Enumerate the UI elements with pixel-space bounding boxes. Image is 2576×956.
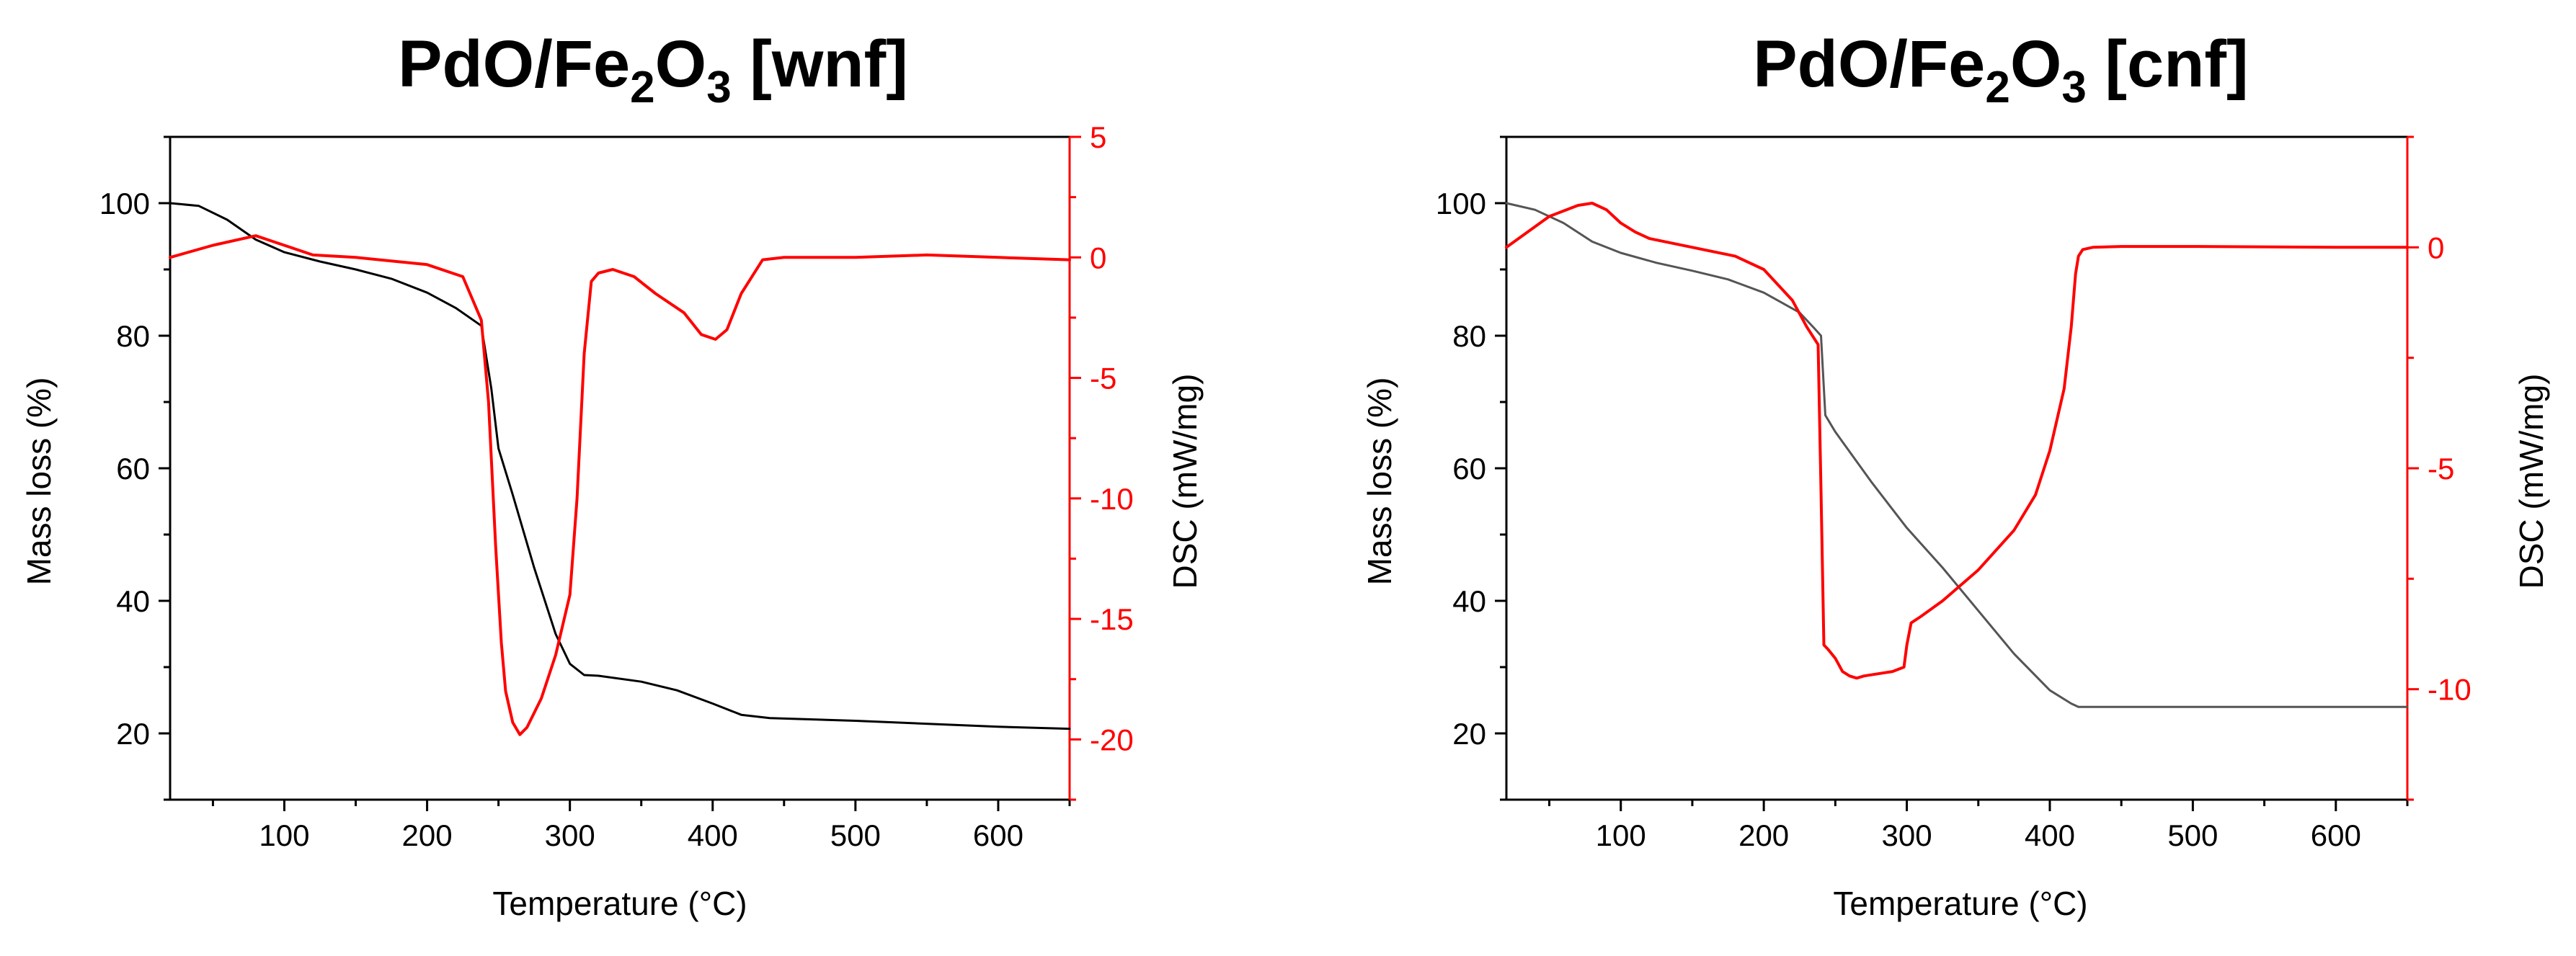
title-sub-3: 3 — [706, 63, 731, 112]
y2-tick-label: -5 — [1090, 362, 1116, 396]
chart-panel-wnf: PdO/Fe2O3 [wnf] Temperature (°C) Mass lo… — [20, 27, 1204, 922]
y-tick-label: 100 — [1436, 187, 1486, 220]
x-tick-label: 100 — [1596, 818, 1646, 852]
x-tick-label: 200 — [1738, 818, 1789, 852]
y2-tick-label: -20 — [1090, 723, 1134, 756]
y2-axis-label-wnf: DSC (mW/mg) — [1166, 374, 1204, 589]
y2-tick-label: 0 — [1090, 241, 1106, 274]
y-tick-label: 60 — [1452, 452, 1486, 486]
chart-panel-cnf: PdO/Fe2O3 [cnf] Temperature (°C) Mass lo… — [1361, 27, 2550, 922]
title-main: PdO/Fe — [398, 27, 630, 101]
title-o: O — [2010, 27, 2062, 101]
mass-loss-series-line-wnf — [169, 202, 1071, 731]
y-tick-label: 40 — [116, 584, 150, 618]
x-axis-label-wnf: Temperature (°C) — [492, 885, 747, 922]
chart-title-wnf: PdO/Fe2O3 [wnf] — [398, 27, 908, 112]
y-tick-label: 60 — [116, 452, 150, 486]
title-sub-2: 2 — [1985, 63, 2009, 112]
x-tick-label: 200 — [402, 818, 453, 852]
y2-axis-label-cnf: DSC (mW/mg) — [2513, 374, 2550, 589]
dsc-series-line-wnf — [169, 234, 1071, 736]
title-sub-3: 3 — [2061, 63, 2086, 112]
x-tick-label: 400 — [688, 818, 738, 852]
y-axis-label-cnf: Mass loss (%) — [1361, 378, 1398, 586]
y-tick-label: 20 — [116, 717, 150, 751]
y-tick-label: 100 — [99, 187, 150, 220]
y-axis-label-wnf: Mass loss (%) — [20, 378, 58, 586]
y2-tick-label: -15 — [1090, 602, 1134, 636]
chart-title-cnf: PdO/Fe2O3 [cnf] — [1753, 27, 2248, 112]
title-tail: [cnf] — [2087, 27, 2249, 101]
title-main: PdO/Fe — [1753, 27, 1985, 101]
x-tick-label: 500 — [2167, 818, 2218, 852]
x-tick-label: 100 — [259, 818, 309, 852]
y-tick-label: 40 — [1452, 584, 1486, 618]
x-tick-label: 300 — [1882, 818, 1932, 852]
y-tick-label: 80 — [116, 319, 150, 353]
x-tick-label: 400 — [2025, 818, 2075, 852]
y-tick-label: 20 — [1452, 717, 1486, 751]
title-tail: [wnf] — [732, 27, 908, 101]
title-o: O — [655, 27, 707, 101]
y2-tick-label: -10 — [2428, 673, 2471, 707]
x-tick-label: 600 — [2311, 818, 2361, 852]
x-tick-label: 600 — [973, 818, 1023, 852]
x-tick-label: 300 — [545, 818, 595, 852]
y2-tick-label: -10 — [1090, 482, 1134, 516]
mass-loss-series-line-cnf — [1505, 202, 2409, 708]
y2-tick-label: 5 — [1090, 120, 1106, 154]
x-axis-label-cnf: Temperature (°C) — [1833, 885, 2087, 922]
dsc-series-line-cnf — [1505, 202, 2409, 680]
y-tick-label: 80 — [1452, 319, 1486, 353]
y2-tick-label: 0 — [2428, 231, 2444, 264]
y2-tick-label: -5 — [2428, 452, 2454, 486]
title-sub-2: 2 — [630, 63, 654, 112]
x-tick-label: 500 — [830, 818, 881, 852]
